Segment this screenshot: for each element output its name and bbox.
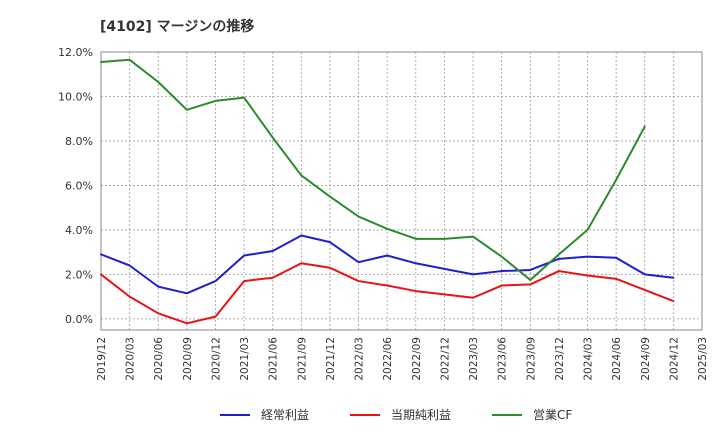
legend-label-2: 営業CF (533, 408, 572, 422)
x-tick-label: 2024/12 (668, 337, 680, 381)
y-tick-label: 8.0% (65, 135, 93, 148)
x-tick-label: 2023/12 (554, 337, 566, 381)
y-tick-label: 10.0% (58, 90, 93, 103)
x-tick-label: 2020/09 (182, 337, 194, 381)
x-tick-label: 2020/06 (153, 337, 165, 381)
x-axis: 2019/12 2020/03 2020/06 2020/09 2020/12 2021/… (96, 337, 709, 381)
x-tick-label: 2021/03 (239, 337, 251, 381)
x-tick-label: 2022/06 (382, 337, 394, 381)
x-tick-label: 2021/09 (296, 337, 308, 381)
legend-label-1: 当期純利益 (391, 408, 451, 422)
series-line-1 (100, 262, 675, 325)
y-tick-label: 12.0% (58, 46, 93, 59)
x-tick-label: 2023/03 (468, 337, 480, 381)
plot-frame (100, 51, 703, 331)
x-tick-label: 2020/12 (210, 337, 222, 381)
legend: 経常利益 当期純利益 営業CF (220, 408, 572, 422)
x-tick-label: 2020/03 (125, 337, 137, 381)
x-tick-label: 2022/03 (354, 337, 366, 381)
series-line-2 (100, 58, 646, 281)
x-tick-label: 2022/09 (411, 337, 423, 381)
y-tick-label: 2.0% (65, 268, 93, 281)
series-layer (100, 58, 675, 325)
y-tick-label: 0.0% (65, 313, 93, 326)
x-tick-label: 2021/06 (268, 337, 280, 381)
chart-title: [4102] マージンの推移 (100, 18, 254, 35)
series-line-0 (100, 234, 675, 295)
x-tick-label: 2024/03 (583, 337, 595, 381)
y-tick-label: 4.0% (65, 224, 93, 237)
x-tick-label: 2024/06 (611, 337, 623, 381)
x-tick-label: 2022/12 (439, 337, 451, 381)
x-tick-label: 2025/03 (697, 337, 709, 381)
y-tick-label: 6.0% (65, 179, 93, 192)
x-tick-label: 2024/09 (640, 337, 652, 381)
legend-label-0: 経常利益 (261, 408, 309, 422)
x-tick-label: 2021/12 (325, 337, 337, 381)
x-tick-label: 2023/06 (497, 337, 509, 381)
x-tick-label: 2023/09 (525, 337, 537, 381)
x-tick-label: 2019/12 (96, 337, 108, 381)
y-axis: 0.0% 2.0% 4.0% 6.0% 8.0% 10.0% 12.0% (58, 46, 93, 326)
